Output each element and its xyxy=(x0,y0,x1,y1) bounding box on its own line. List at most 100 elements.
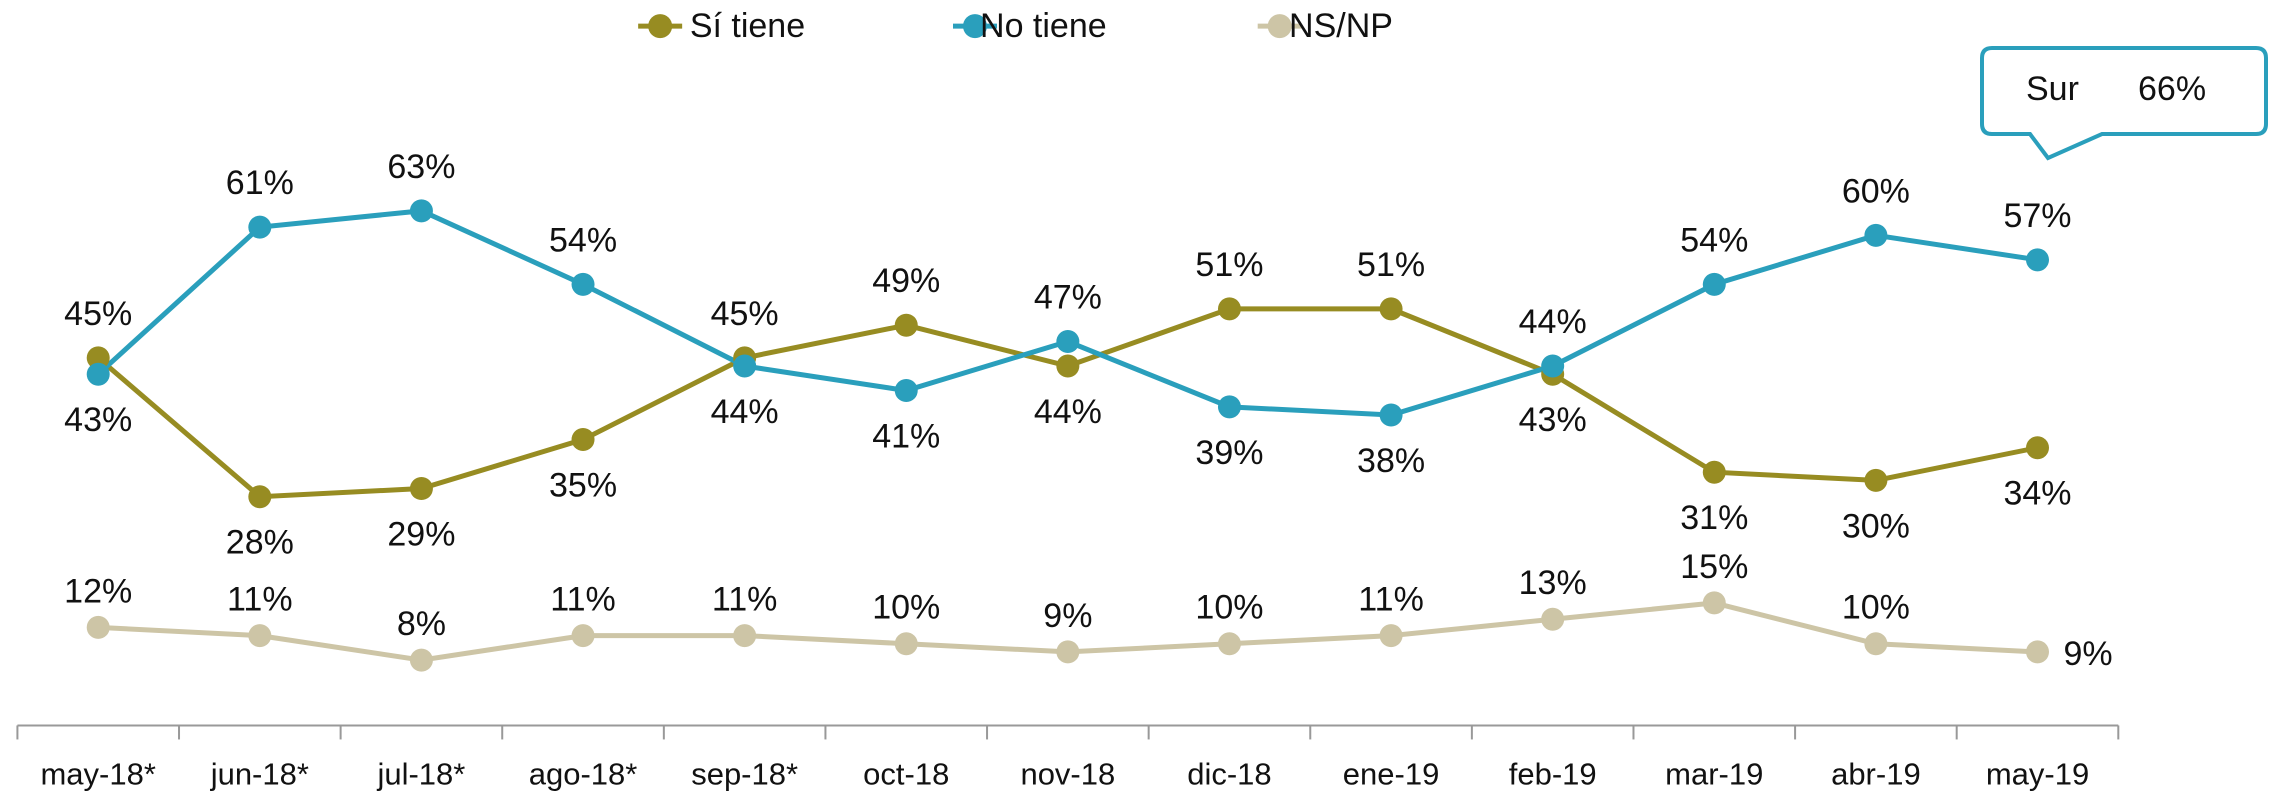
data-label: 41% xyxy=(872,418,940,456)
x-tick-label: may-18* xyxy=(40,756,155,791)
data-label: 28% xyxy=(226,524,294,562)
point xyxy=(733,354,757,378)
point xyxy=(733,624,757,648)
data-label: 44% xyxy=(711,393,779,431)
data-label: 44% xyxy=(1519,303,1587,341)
data-label: 45% xyxy=(711,295,779,333)
data-label: 38% xyxy=(1357,442,1425,480)
point xyxy=(2026,640,2049,664)
point xyxy=(1702,460,1726,484)
data-label: 13% xyxy=(1519,564,1587,602)
data-label: 11% xyxy=(227,581,293,619)
data-label: 49% xyxy=(872,262,940,300)
data-label: 10% xyxy=(1842,589,1910,627)
data-label: 12% xyxy=(64,572,132,610)
point xyxy=(409,199,433,223)
x-tick-label: abr-19 xyxy=(1831,756,1921,791)
point xyxy=(1056,640,1080,664)
data-label: 61% xyxy=(226,164,294,202)
data-label: 9% xyxy=(2064,635,2113,673)
legend-marker xyxy=(1267,14,1292,39)
point xyxy=(1541,354,1565,378)
x-tick-label: may-19 xyxy=(1986,756,2089,791)
x-tick-label: nov-18 xyxy=(1020,756,1115,791)
data-label: 11% xyxy=(712,581,778,619)
point xyxy=(248,624,272,648)
data-label: 47% xyxy=(1034,279,1102,317)
data-label: 11% xyxy=(1358,581,1424,619)
legend-label: Sí tiene xyxy=(690,7,805,45)
point xyxy=(1379,297,1403,321)
data-label: 8% xyxy=(397,605,446,643)
data-label: 10% xyxy=(1195,589,1263,627)
point xyxy=(1864,632,1888,656)
point xyxy=(1379,624,1403,648)
point xyxy=(86,362,110,386)
data-label: 10% xyxy=(872,589,940,627)
point xyxy=(571,428,595,452)
point xyxy=(86,346,110,370)
data-label: 34% xyxy=(2003,475,2071,513)
point xyxy=(2026,436,2049,460)
x-tick-label: feb-19 xyxy=(1509,756,1597,791)
data-label: 30% xyxy=(1842,507,1910,545)
point xyxy=(2026,248,2049,272)
data-label: 9% xyxy=(1043,597,1092,635)
data-label: 51% xyxy=(1357,246,1425,284)
point xyxy=(248,485,272,509)
point xyxy=(1217,297,1241,321)
point xyxy=(1702,591,1726,615)
x-tick-label: jun-18* xyxy=(210,756,309,791)
x-tick-label: jul-18* xyxy=(376,756,465,791)
callout-label: Sur xyxy=(2026,70,2079,108)
point xyxy=(1702,272,1726,296)
point xyxy=(409,477,433,501)
x-tick-label: oct-18 xyxy=(863,756,949,791)
point xyxy=(248,215,272,239)
point xyxy=(1541,607,1565,631)
legend-marker xyxy=(648,14,673,39)
point xyxy=(1056,330,1080,354)
x-tick-label: ene-19 xyxy=(1343,756,1440,791)
data-label: 35% xyxy=(549,467,617,505)
data-label: 60% xyxy=(1842,172,1910,210)
legend-marker xyxy=(963,14,987,39)
data-label: 54% xyxy=(1680,221,1748,259)
x-tick-label: ago-18* xyxy=(529,756,638,791)
point xyxy=(1217,632,1241,656)
data-label: 45% xyxy=(64,295,132,333)
data-label: 31% xyxy=(1680,499,1748,537)
data-label: 63% xyxy=(387,148,455,186)
point xyxy=(894,379,918,403)
data-label: 57% xyxy=(2003,197,2071,235)
point xyxy=(1864,223,1888,247)
point xyxy=(86,615,110,639)
point xyxy=(1217,395,1241,419)
point xyxy=(894,632,918,656)
x-tick-label: sep-18* xyxy=(691,756,798,791)
data-label: 54% xyxy=(549,221,617,259)
data-label: 15% xyxy=(1680,548,1748,586)
data-label: 51% xyxy=(1195,246,1263,284)
legend-label: No tiene xyxy=(980,7,1107,45)
point xyxy=(894,313,918,337)
point xyxy=(409,648,433,672)
data-label: 44% xyxy=(1034,393,1102,431)
point xyxy=(1056,354,1080,378)
callout: Sur 66% xyxy=(1980,46,2268,161)
point xyxy=(571,272,595,296)
data-label: 29% xyxy=(387,516,455,554)
point xyxy=(571,624,595,648)
data-label: 11% xyxy=(550,581,616,619)
callout-box xyxy=(1980,46,2268,161)
legend-label: NS/NP xyxy=(1289,7,1393,45)
callout-value: 66% xyxy=(2138,70,2206,108)
data-label: 43% xyxy=(1519,401,1587,439)
data-label: 39% xyxy=(1195,434,1263,472)
x-tick-label: dic-18 xyxy=(1187,756,1271,791)
point xyxy=(1864,468,1888,492)
point xyxy=(1379,403,1403,427)
x-tick-label: mar-19 xyxy=(1665,756,1763,791)
data-label: 43% xyxy=(64,401,132,439)
